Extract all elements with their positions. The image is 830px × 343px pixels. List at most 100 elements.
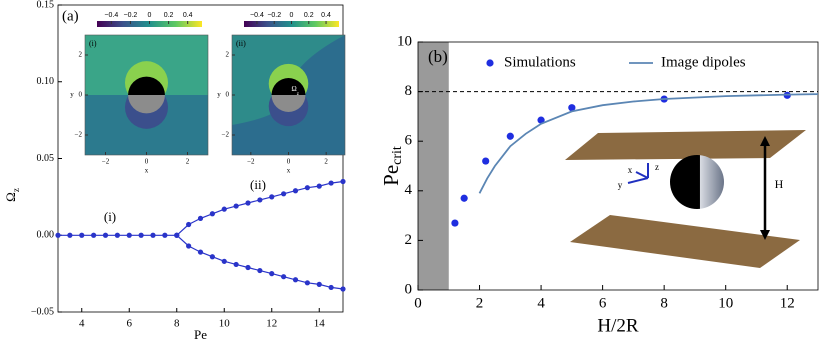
point xyxy=(150,232,156,238)
inset-x-label: x xyxy=(287,167,291,175)
point xyxy=(162,232,168,238)
panel-label: (b) xyxy=(428,47,448,66)
point xyxy=(537,116,545,124)
inset-x-tick-label: 0 xyxy=(145,158,149,166)
x-tick-label: 6 xyxy=(599,295,607,311)
point xyxy=(79,232,85,238)
point xyxy=(316,183,322,189)
axis-x xyxy=(635,171,649,179)
y-axis-label-sub: z xyxy=(11,188,21,192)
x-axis-label: H/2R xyxy=(597,315,639,336)
legend-label: Image dipoles xyxy=(661,54,746,70)
x-tick-label: 2 xyxy=(476,295,484,311)
point xyxy=(451,219,459,227)
diagram xyxy=(565,130,806,268)
y-axis-label: Pecrit xyxy=(379,146,405,186)
point xyxy=(138,232,144,238)
diagram-label: y xyxy=(618,180,623,190)
y-tick-label: 0.15 xyxy=(37,0,55,10)
axis-y xyxy=(627,177,649,184)
arrowhead xyxy=(760,136,770,146)
y-tick-label: 0 xyxy=(405,281,413,297)
inset-x-tick-label: 0 xyxy=(287,158,291,166)
point xyxy=(233,261,239,268)
sphere-top xyxy=(128,76,165,95)
point xyxy=(55,232,61,238)
sphere xyxy=(670,155,724,209)
sphere-top xyxy=(271,78,306,95)
y-tick-label: 0.00 xyxy=(37,230,55,241)
point xyxy=(281,191,287,197)
point xyxy=(67,232,73,238)
inset-y-label: y xyxy=(70,91,74,99)
point xyxy=(482,157,490,165)
inset-x-tick-label: −2 xyxy=(247,158,255,166)
point xyxy=(281,274,287,280)
y-axis-label-base: Pe xyxy=(379,165,403,186)
y-tick-label: −0.05 xyxy=(31,306,54,317)
point xyxy=(221,258,227,264)
point xyxy=(257,197,263,203)
point xyxy=(245,264,251,271)
point xyxy=(328,180,334,186)
annotation: (i) xyxy=(104,209,116,224)
point xyxy=(304,185,310,191)
inset-y-tick-label: 2 xyxy=(226,51,230,59)
point xyxy=(233,203,239,209)
inset-y-tick-label: 2 xyxy=(79,51,83,59)
point xyxy=(209,211,215,217)
diagram-label: H xyxy=(775,177,784,191)
colorbar-tick-label: 0.2 xyxy=(304,12,314,19)
colorbar-tick-label: −0.2 xyxy=(123,12,137,19)
x-tick-label: 0 xyxy=(414,295,422,311)
x-tick-label: 6 xyxy=(127,318,133,330)
annotation: (ii) xyxy=(250,177,266,192)
colorbar-tick-label: 0 xyxy=(290,12,294,19)
y-tick-label: 4 xyxy=(405,182,413,198)
sphere-bottom xyxy=(128,95,165,114)
colorbar-tick-label: 0 xyxy=(148,12,152,19)
point xyxy=(506,132,514,140)
point xyxy=(304,280,310,286)
point xyxy=(174,232,180,238)
arrowhead xyxy=(760,230,770,240)
colorbar-tick-label: 0.4 xyxy=(183,12,193,19)
point xyxy=(197,249,204,255)
point xyxy=(209,254,215,260)
inset-x-tick-label: −2 xyxy=(102,158,110,166)
diagram-label: z xyxy=(655,162,659,172)
colorbar-tick-label: 0.4 xyxy=(321,12,331,19)
plate-bottom xyxy=(570,215,800,268)
point xyxy=(340,178,346,185)
plot-frame xyxy=(417,41,819,291)
point xyxy=(257,267,263,274)
point xyxy=(292,277,299,283)
point xyxy=(102,232,109,238)
y-tick-label: 10 xyxy=(397,33,412,49)
point xyxy=(91,232,97,238)
plate-top xyxy=(565,130,806,160)
inset-label: (ii) xyxy=(236,39,246,48)
point xyxy=(340,286,346,292)
point xyxy=(269,194,275,200)
y-axis-label: Ωz xyxy=(3,188,21,202)
sphere-label: Ωz xyxy=(292,85,300,98)
inset-x-tick-label: 2 xyxy=(186,158,190,166)
inset-x-tick-label: 2 xyxy=(324,158,328,166)
x-tick-label: 8 xyxy=(174,318,180,330)
x-tick-label: 8 xyxy=(660,295,668,311)
colorbar-tick-label: −0.4 xyxy=(250,12,264,19)
y-tick-label: 0.10 xyxy=(37,76,55,87)
inset-x-label: x xyxy=(145,167,149,175)
sphere-label-base: Ω xyxy=(292,85,297,93)
colorbar-tick-label: −0.2 xyxy=(267,12,281,19)
point xyxy=(126,232,132,238)
x-tick-label: 12 xyxy=(780,295,795,311)
point xyxy=(197,215,204,221)
x-tick-label: 10 xyxy=(718,295,733,311)
shaded-region xyxy=(418,42,449,290)
sphere-label-sub: z xyxy=(297,92,300,97)
x-tick-label: 12 xyxy=(266,318,277,330)
inset-y-tick-label: −2 xyxy=(222,131,230,139)
